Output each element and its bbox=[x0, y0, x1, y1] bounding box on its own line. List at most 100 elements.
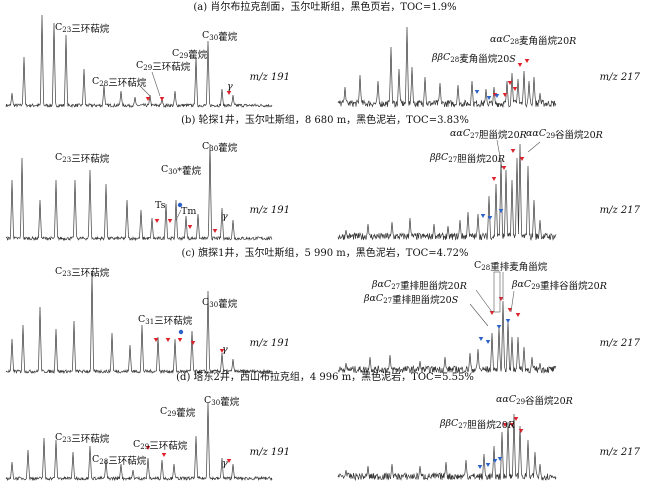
blue-marker-icon bbox=[480, 214, 486, 218]
red-marker-icon bbox=[145, 97, 151, 101]
label-leader-line bbox=[175, 209, 182, 221]
peak-label-c30-hopane: C30藿烷 bbox=[202, 297, 238, 310]
trace-mz191 bbox=[5, 14, 273, 109]
blue-dot-marker-icon bbox=[177, 202, 183, 208]
peak-label-c29-tricyclic: C29三环萜烷 bbox=[133, 439, 188, 452]
peak-label-c23-tricyclic: C23三环萜烷 bbox=[55, 22, 110, 35]
peak-label-ts: Ts bbox=[155, 200, 166, 211]
label-leader-line bbox=[510, 290, 515, 313]
peak-label-c28-tricyclic: C28三环萜烷 bbox=[92, 76, 147, 89]
panel-title: (b) 轮探1井，玉尔吐斯组，8 680 m，黑色泥岩，TOC=3.83% bbox=[181, 113, 469, 126]
peak-label-aac27-20r: ααC27胆甾烷20R bbox=[450, 128, 527, 141]
red-marker-icon bbox=[226, 91, 232, 95]
peak-label-c30star-hopane: C30*藿烷 bbox=[161, 164, 201, 177]
red-marker-icon bbox=[518, 429, 524, 433]
red-marker-icon bbox=[154, 219, 160, 223]
red-marker-icon bbox=[153, 338, 159, 342]
red-marker-icon bbox=[219, 349, 225, 353]
peak-label-bac27-20r: βαC27重排胆甾烷20R bbox=[371, 279, 467, 292]
peak-label-aac28-20r: ααC28麦角甾烷20R bbox=[490, 34, 576, 47]
chromatogram-panel-b: (b) 轮探1井，玉尔吐斯组，8 680 m，黑色泥岩，TOC=3.83% m/z… bbox=[5, 113, 641, 242]
red-marker-icon bbox=[519, 157, 525, 161]
red-marker-icon bbox=[177, 338, 183, 342]
blue-marker-icon bbox=[492, 459, 498, 463]
red-marker-icon bbox=[226, 459, 232, 463]
red-marker-icon bbox=[190, 341, 196, 345]
red-marker-icon bbox=[507, 81, 513, 85]
blue-marker-icon bbox=[496, 325, 502, 329]
peak-label-bbc27-20r: ββC27胆甾烷20R bbox=[429, 152, 505, 165]
blue-marker-icon bbox=[494, 94, 500, 98]
trace-mz191 bbox=[5, 401, 273, 482]
peak-label-gammacerane: γ bbox=[222, 458, 228, 469]
blue-marker-icon bbox=[474, 90, 480, 94]
peak-label-bac29-20r: βαC29重排谷甾烷20R bbox=[511, 279, 607, 292]
ion-label-mz217: m/z 217 bbox=[600, 205, 641, 216]
blue-marker-icon bbox=[486, 96, 492, 100]
peak-label-c28-tricyclic: C28三环萜烷 bbox=[92, 454, 147, 467]
ion-label-mz191: m/z 191 bbox=[250, 72, 290, 83]
panel-title: (a) 肖尔布拉克剖面，玉尔吐斯组，黑色页岩，TOC=1.9% bbox=[193, 0, 456, 13]
label-leader-line bbox=[151, 71, 161, 97]
blue-marker-icon bbox=[497, 457, 503, 461]
blue-marker-icon bbox=[485, 463, 491, 467]
label-leader-line bbox=[527, 141, 541, 153]
peak-label-c28-diasterane: C28重排麦角甾烷 bbox=[474, 260, 548, 273]
peak-label-c30-hopane: C30藿烷 bbox=[202, 141, 238, 154]
red-marker-icon bbox=[502, 93, 508, 97]
red-marker-icon bbox=[510, 149, 516, 153]
peak-label-gammacerane: γ bbox=[222, 211, 228, 222]
ion-label-mz191: m/z 191 bbox=[250, 338, 290, 349]
peak-label-c29-hopane: C29藿烷 bbox=[172, 48, 208, 61]
trace-mz191 bbox=[5, 272, 273, 375]
peak-label-c23-tricyclic: C23三环萜烷 bbox=[55, 152, 110, 165]
label-leader-line bbox=[139, 85, 151, 97]
peak-label-bbc28-20s: ββC28麦角甾烷20S bbox=[431, 52, 516, 65]
ion-label-mz191: m/z 191 bbox=[250, 447, 290, 458]
peak-label-bac27-20s: βαC27重排胆甾烷20S bbox=[363, 293, 459, 306]
trace-mz191 bbox=[5, 143, 273, 242]
chromatogram-panel-a: (a) 肖尔布拉克剖面，玉尔吐斯组，黑色页岩，TOC=1.9% m/z 191 m/… bbox=[5, 0, 641, 109]
red-marker-icon bbox=[502, 423, 508, 427]
blue-marker-icon bbox=[478, 337, 484, 341]
peak-label-c29-tricyclic: C29三环萜烷 bbox=[136, 60, 191, 73]
red-marker-icon bbox=[159, 97, 165, 101]
blue-marker-icon bbox=[505, 319, 511, 323]
peak-label-bbc27-20r: ββC27胆甾烷20R bbox=[439, 418, 515, 431]
ion-label-mz217: m/z 217 bbox=[600, 72, 641, 83]
peak-label-c23-tricyclic: C23三环萜烷 bbox=[55, 266, 110, 279]
peak-label-tm: Tm bbox=[181, 206, 196, 217]
chromatogram-panel-d: (d) 塔东2井，西山布拉克组，4 996 m，黑色泥岩，TOC=5.55% m/… bbox=[5, 370, 641, 482]
peak-label-c31-tricyclic: C31三环萜烷 bbox=[138, 314, 193, 327]
red-marker-icon bbox=[212, 229, 218, 233]
blue-dot-marker-icon bbox=[178, 329, 184, 335]
red-marker-icon bbox=[145, 446, 151, 450]
blue-marker-icon bbox=[487, 216, 493, 220]
chromatogram-panel-c: (c) 旗探1井，玉尔吐斯组，5 990 m，黑色泥岩，TOC=4.72% m/z… bbox=[5, 246, 641, 375]
red-marker-icon bbox=[165, 338, 171, 342]
label-leader-line bbox=[469, 303, 489, 327]
panel-title: (c) 旗探1井，玉尔吐斯组，5 990 m，黑色泥岩，TOC=4.72% bbox=[182, 246, 469, 259]
ion-label-mz217: m/z 217 bbox=[600, 447, 641, 458]
red-marker-icon bbox=[489, 311, 495, 315]
red-marker-icon bbox=[501, 166, 507, 170]
red-marker-icon bbox=[491, 177, 497, 181]
peak-label-gammacerane: γ bbox=[227, 81, 233, 92]
peak-label-c30-hopane: C30藿烷 bbox=[204, 395, 240, 408]
label-leader-line bbox=[496, 139, 503, 169]
label-leader-line bbox=[475, 289, 493, 313]
blue-marker-icon bbox=[477, 465, 483, 469]
red-marker-icon bbox=[517, 63, 523, 67]
red-marker-icon bbox=[498, 297, 504, 301]
blue-marker-icon bbox=[485, 340, 491, 344]
trace-mz217 bbox=[337, 26, 557, 108]
peak-label-aac29-20r: ααC29谷甾烷20R bbox=[526, 128, 603, 141]
red-marker-icon bbox=[512, 87, 518, 91]
trace-mz217 bbox=[337, 143, 557, 241]
red-marker-icon bbox=[187, 225, 193, 229]
blue-marker-icon bbox=[498, 209, 504, 213]
peak-label-gammacerane: γ bbox=[222, 344, 228, 355]
bracket-box bbox=[493, 271, 501, 313]
ion-label-mz217: m/z 217 bbox=[600, 338, 641, 349]
